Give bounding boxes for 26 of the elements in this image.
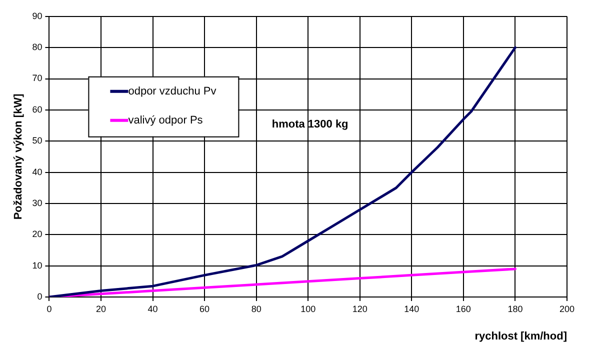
y-tick-label: 70 [32,73,42,84]
x-tick-label: 100 [300,304,316,314]
x-tick-label: 20 [96,304,106,314]
x-tick-label: 140 [404,304,420,314]
y-axis-title: Požadovaný výkon [kW] [12,93,25,220]
y-tick-label: 0 [37,291,42,302]
y-tick-label: 50 [32,136,42,146]
x-axis-title: rychlost [km/hod] [474,330,568,342]
y-tick-label: 40 [32,166,42,177]
y-tick-label: 30 [32,198,42,208]
x-tick-label: 120 [352,304,368,314]
annotation: hmota 1300 kg [272,118,348,130]
x-tick-label: 160 [456,304,471,314]
y-tick-label: 20 [32,229,42,240]
legend-label: odpor vzduchu Pv [128,85,217,98]
x-tick-label: 180 [508,304,523,314]
legend-label: valivý odpor Ps [128,114,204,126]
x-tick-label: 0 [46,304,52,314]
y-tick-label: 90 [32,10,42,21]
x-tick-label: 40 [148,304,158,314]
y-tick-label: 60 [32,104,42,114]
y-tick-label: 80 [32,42,42,52]
y-tick-label: 10 [32,260,42,270]
x-tick-label: 80 [251,304,262,314]
x-tick-label: 200 [559,304,575,314]
x-tick-label: 60 [200,304,210,314]
